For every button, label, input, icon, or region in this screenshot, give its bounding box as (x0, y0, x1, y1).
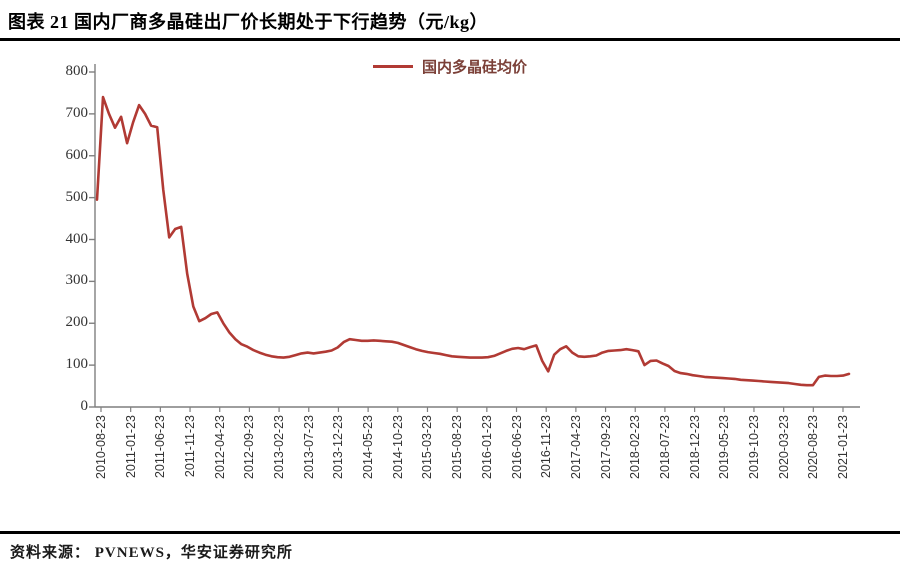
x-tick-label: 2019-10-23 (746, 415, 761, 479)
y-tick-label: 0 (80, 398, 89, 414)
x-tick-label: 2013-02-23 (272, 415, 287, 479)
x-tick-label: 2019-05-23 (717, 415, 732, 479)
x-tick-label: 2015-03-23 (420, 415, 435, 479)
source-note: 资料来源： PVNEWS，华安证券研究所 (10, 545, 293, 561)
x-tick-label: 2016-11-23 (539, 415, 554, 479)
figure-title: 图表 21 国内厂商多晶硅出厂价长期处于下行趋势（元/kg） (8, 12, 489, 32)
line-plot-canvas (89, 64, 860, 412)
y-tick-label: 800 (65, 63, 89, 79)
x-tick-label: 2018-02-23 (628, 415, 643, 479)
legend-line-swatch (372, 65, 413, 68)
x-tick-label: 2014-05-23 (361, 415, 376, 479)
x-tick-label: 2018-12-23 (687, 415, 702, 479)
polysilicon-price-chart: 国内多晶硅均价 0 100 200 300 400 500 600 700 800 2010-0… (0, 42, 900, 527)
y-tick-label: 200 (65, 314, 89, 331)
x-tick-label: 2017-04-23 (568, 415, 583, 479)
x-tick-label: 2016-01-23 (479, 415, 494, 479)
x-tick-label: 2016-06-23 (509, 415, 524, 479)
y-tick-label: 500 (65, 188, 89, 205)
x-tick-label: 2020-03-23 (776, 415, 791, 479)
x-tick-label: 2011-11-23 (183, 415, 198, 478)
y-tick-label: 600 (65, 146, 89, 163)
legend-series-label: 国内多晶硅均价 (421, 60, 527, 76)
y-tick-label: 100 (65, 356, 89, 373)
x-tick-label: 2011-01-23 (123, 415, 138, 479)
footer-divider (0, 531, 900, 534)
chart-legend: 国内多晶硅均价 (0, 56, 900, 77)
y-tick-label: 700 (65, 104, 89, 121)
x-tick-label: 2013-07-23 (301, 415, 316, 479)
x-tick-label: 2017-09-23 (598, 415, 613, 479)
x-tick-label: 2020-08-23 (806, 415, 821, 479)
x-tick-label: 2015-08-23 (450, 415, 465, 479)
x-tick-label: 2018-07-23 (657, 415, 672, 479)
title-divider (0, 38, 900, 41)
x-tick-label: 2014-10-23 (390, 415, 405, 479)
x-tick-label: 2012-09-23 (242, 415, 257, 479)
y-tick-label: 400 (65, 230, 89, 247)
x-tick-label: 2010-08-23 (94, 415, 108, 479)
x-tick-label: 2011-06-23 (153, 415, 168, 479)
x-tick-label: 2012-04-23 (212, 415, 227, 479)
y-tick-label: 300 (65, 272, 89, 289)
price-series-line (95, 95, 851, 387)
x-tick-label: 2021-01-23 (836, 415, 850, 479)
x-tick-label: 2013-12-23 (331, 415, 346, 479)
